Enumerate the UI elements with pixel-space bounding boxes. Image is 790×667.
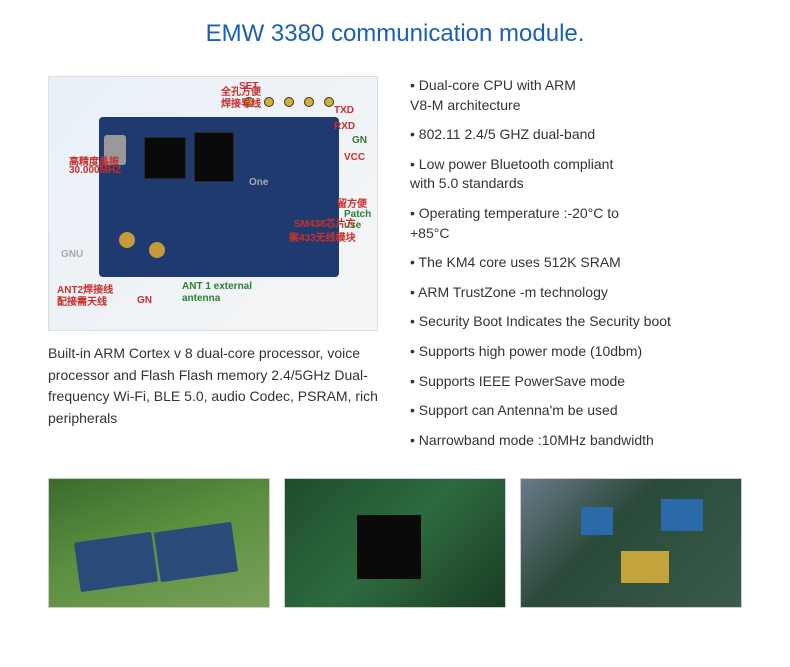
left-column: 全孔方便 焊接导线 SET TXD RXD GN VCC One 留方便 Pat… — [48, 76, 378, 460]
spec-bullet-list: • Dual-core CPU with ARM V8-M architectu… — [410, 76, 742, 460]
callout-suffix: 案433无线模块 — [289, 229, 356, 244]
pcb-pin-hole — [324, 97, 334, 107]
pcb-chip-2 — [194, 132, 234, 182]
spec-bullet: • ARM TrustZone -m technology — [410, 283, 742, 303]
bullet-text: • 802.11 2.4/5 GHZ dual-band — [410, 125, 742, 145]
spec-bullet: • Narrowband mode :10MHz bandwidth — [410, 431, 742, 451]
callout-ant1: ANT 1 external — [182, 281, 252, 292]
bullet-text: • Dual-core CPU with ARM — [410, 76, 742, 96]
bullet-text: • ARM TrustZone -m technology — [410, 283, 742, 303]
pcb-component — [119, 232, 135, 248]
spec-bullet: • Dual-core CPU with ARM V8-M architectu… — [410, 76, 742, 115]
callout-gnu: GNU — [61, 249, 83, 260]
callout-hanzi3: 留方便 — [337, 195, 367, 210]
callout-rxd: RXD — [334, 121, 355, 132]
bullet-text-cont: +85°C — [410, 224, 742, 244]
page-title: EMW 3380 communication module. — [48, 20, 742, 48]
gallery-thumbnail-3 — [520, 478, 742, 608]
callout-gn2: GN — [137, 295, 152, 306]
callout-gn: GN — [352, 135, 367, 146]
bullet-text: • Support can Antenna'm be used — [410, 401, 742, 421]
board-component — [581, 507, 613, 535]
mini-chip — [357, 515, 421, 579]
spec-bullet: • 802.11 2.4/5 GHZ dual-band — [410, 125, 742, 145]
callout-one: One — [249, 177, 268, 188]
module-description: Built-in ARM Cortex v 8 dual-core proces… — [48, 343, 378, 430]
bullet-text-cont: with 5.0 standards — [410, 174, 742, 194]
callout-vcc: VCC — [344, 152, 365, 163]
pcb-diagram: 全孔方便 焊接导线 SET TXD RXD GN VCC One 留方便 Pat… — [48, 76, 378, 331]
bullet-text: • Low power Bluetooth compliant — [410, 155, 742, 175]
gallery-thumbnail-1 — [48, 478, 270, 608]
spec-bullet: • Supports high power mode (10dbm) — [410, 342, 742, 362]
thumbnail-gallery — [48, 478, 742, 608]
bullet-text: • Supports high power mode (10dbm) — [410, 342, 742, 362]
callout-ant2b: 配接需天线 — [57, 293, 107, 308]
bullet-text: • Narrowband mode :10MHz bandwidth — [410, 431, 742, 451]
spec-bullet: • Supports IEEE PowerSave mode — [410, 372, 742, 392]
board-component — [661, 499, 703, 531]
bullet-text: • Supports IEEE PowerSave mode — [410, 372, 742, 392]
bullet-text: • Operating temperature :-20°C to — [410, 204, 742, 224]
mini-board — [74, 532, 158, 592]
callout-set: SET — [239, 81, 258, 92]
callout-freq: 30.000MHZ — [69, 165, 121, 176]
board-component — [621, 551, 669, 583]
callout-ant1b: antenna — [182, 293, 220, 304]
main-content-row: 全孔方便 焊接导线 SET TXD RXD GN VCC One 留方便 Pat… — [48, 76, 742, 460]
spec-bullet: • Support can Antenna'm be used — [410, 401, 742, 421]
spec-bullet: • The KM4 core uses 512K SRAM — [410, 253, 742, 273]
spec-bullet: • Low power Bluetooth compliant with 5.0… — [410, 155, 742, 194]
callout-sm: SM438芯片方 — [294, 215, 356, 230]
pcb-component — [149, 242, 165, 258]
pcb-pin-hole — [304, 97, 314, 107]
callout-txd: TXD — [334, 105, 354, 116]
spec-bullet: • Operating temperature :-20°C to +85°C — [410, 204, 742, 243]
callout-hanzi2: 焊接导线 — [221, 95, 261, 110]
bullet-text: • Security Boot Indicates the Security b… — [410, 312, 742, 332]
gallery-thumbnail-2 — [284, 478, 506, 608]
mini-board — [154, 522, 238, 582]
bullet-text: • The KM4 core uses 512K SRAM — [410, 253, 742, 273]
pcb-chip-1 — [144, 137, 186, 179]
pcb-pin-hole — [264, 97, 274, 107]
pcb-pin-hole — [284, 97, 294, 107]
spec-bullet: • Security Boot Indicates the Security b… — [410, 312, 742, 332]
bullet-text-cont: V8-M architecture — [410, 96, 742, 116]
